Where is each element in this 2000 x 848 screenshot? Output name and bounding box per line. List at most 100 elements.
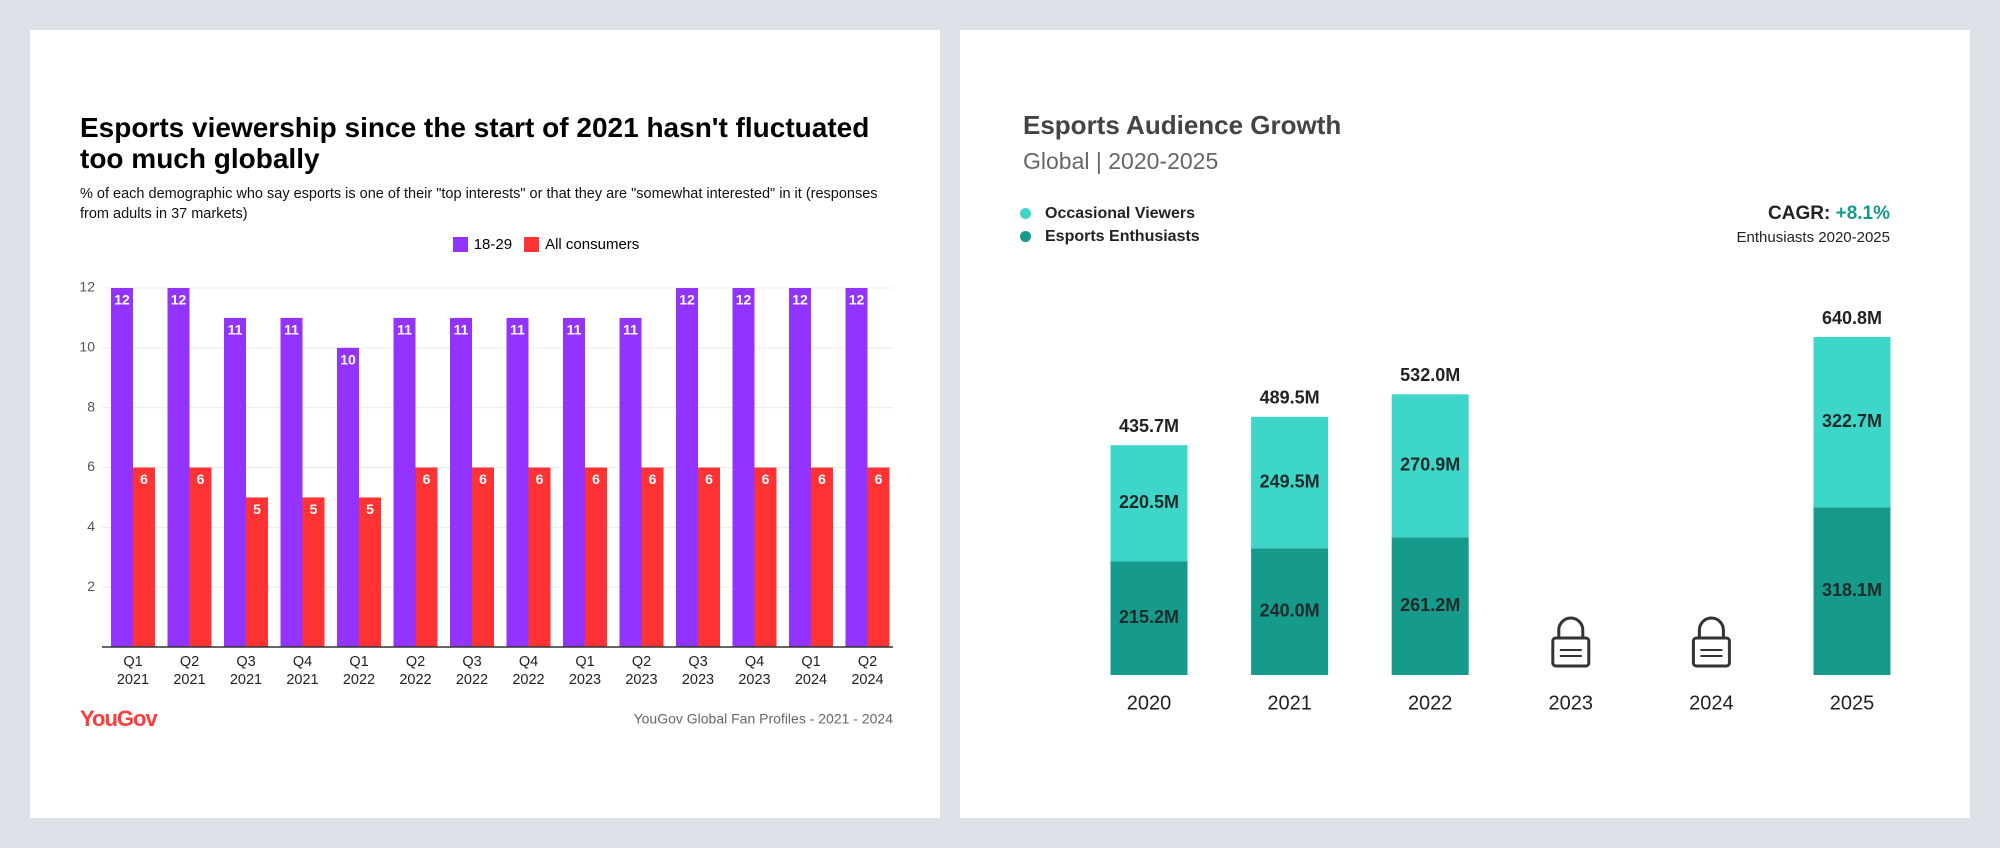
- chart-subtitle: Global | 2020-2025: [1023, 148, 1219, 174]
- data-label: 318.1M: [1822, 580, 1882, 600]
- legend-dot: [1020, 208, 1031, 219]
- bar: [506, 317, 529, 647]
- data-label: 6: [875, 471, 883, 487]
- bar: [415, 467, 438, 647]
- x-tick-label-box: Q3 2022: [455, 654, 489, 688]
- legend-swatch: [524, 237, 540, 252]
- data-label: 249.5M: [1260, 471, 1320, 491]
- total-label: 532.0M: [1400, 365, 1460, 385]
- data-label: 12: [679, 292, 695, 308]
- lock-pattern: [1559, 649, 1582, 657]
- data-label: 6: [536, 471, 544, 487]
- total-label: 435.7M: [1119, 416, 1179, 436]
- data-label: 12: [114, 292, 130, 308]
- x-tick-label-box: Q3 2021: [229, 654, 263, 688]
- x-tick-label: 2021: [1267, 692, 1312, 714]
- data-label: 5: [310, 501, 318, 517]
- x-tick-label-box: Q2 2022: [399, 654, 432, 688]
- y-tick-label: 12: [79, 279, 95, 295]
- x-tick-label: Q2 2023: [625, 654, 658, 688]
- data-label: 6: [705, 471, 713, 487]
- bar: [845, 288, 868, 647]
- data-label: 6: [762, 471, 770, 487]
- bar: [189, 467, 212, 647]
- x-tick-label: Q3 2021: [229, 654, 263, 688]
- bar-segment: [1110, 445, 1188, 562]
- bar: [641, 467, 664, 647]
- x-tick-label: Q1 2021: [116, 654, 150, 688]
- data-label: 12: [792, 292, 808, 308]
- lock-pattern: [1700, 649, 1723, 657]
- x-tick-label-box: Q2 2021: [173, 654, 206, 688]
- legend-swatch: [452, 237, 468, 252]
- y-tick-label: 4: [87, 518, 95, 534]
- x-tick-label-box: Q4 2022: [512, 654, 545, 688]
- x-tick-label: Q2 2021: [173, 654, 206, 688]
- bar: [393, 317, 416, 647]
- chart-subtitle: % of each demographic who say esports is…: [80, 186, 878, 222]
- x-tick-label: Q2 2022: [399, 654, 432, 688]
- x-tick-label: 2023: [1549, 692, 1594, 714]
- data-label: 220.5M: [1119, 492, 1179, 512]
- legend-dot: [1020, 231, 1031, 242]
- bar: [111, 288, 133, 647]
- legend: 18-29 All consumers: [0, 236, 1080, 253]
- bar-segment: [1110, 561, 1188, 675]
- bar: [563, 317, 585, 647]
- bar: [302, 497, 325, 647]
- y-tick-label: 10: [79, 339, 95, 355]
- x-tick-label: Q3 2022: [455, 654, 489, 688]
- data-label: 6: [818, 471, 826, 487]
- lock-body: [1691, 636, 1731, 668]
- bar: [754, 467, 777, 647]
- x-tick-label-box: Q1 2022: [343, 654, 375, 688]
- data-label: 12: [849, 292, 865, 308]
- cagr-label: CAGR:: [1768, 203, 1831, 224]
- legend: Occasional Viewers Esports Enthusiasts: [1020, 202, 1200, 248]
- bar: [472, 467, 494, 647]
- lock-icon: [1691, 616, 1731, 668]
- bar: [732, 288, 755, 647]
- data-label: 12: [736, 292, 752, 308]
- data-label: 6: [649, 471, 657, 487]
- x-tick-label: 2022: [1408, 692, 1453, 714]
- bar-segment: [1251, 416, 1329, 549]
- x-tick-label-box: Q4 2023: [738, 654, 771, 688]
- x-tick-label: Q2 2024: [851, 654, 884, 688]
- x-tick-label-box: Q2 2024: [851, 654, 884, 688]
- data-label: 270.9M: [1400, 455, 1460, 475]
- bar-segment: [1813, 337, 1891, 508]
- data-label: 6: [140, 471, 148, 487]
- x-tick-label: Q4 2022: [512, 654, 545, 688]
- x-tick-label-box: Q2 2023: [625, 654, 658, 688]
- bar: [450, 317, 472, 647]
- data-label: 11: [454, 322, 469, 338]
- y-tick-label: 2: [87, 578, 95, 594]
- x-tick-label: Q4 2021: [286, 654, 319, 688]
- bar: [676, 288, 698, 647]
- data-label: 322.7M: [1822, 411, 1882, 431]
- bar-segment: [1251, 548, 1329, 675]
- legend-item: Occasional Viewers: [1020, 202, 1200, 225]
- bar: [246, 497, 268, 647]
- y-tick-label: 8: [87, 398, 95, 414]
- data-label: 11: [567, 322, 582, 338]
- data-label: 215.2M: [1119, 607, 1179, 627]
- x-tick-label: Q4 2023: [738, 654, 771, 688]
- legend-label: 18-29: [473, 236, 513, 253]
- legend-label: All consumers: [545, 236, 640, 253]
- x-tick-label: 2020: [1127, 692, 1172, 714]
- x-tick-label-box: Q3 2023: [682, 654, 714, 688]
- lock-shackle: [1697, 616, 1725, 638]
- data-label: 5: [366, 501, 374, 517]
- lock-icon: [1551, 616, 1591, 668]
- total-label: 640.8M: [1822, 308, 1882, 328]
- data-label: 6: [423, 471, 431, 487]
- bar: [280, 317, 303, 647]
- bar-segment: [1391, 537, 1469, 675]
- bar: [359, 497, 381, 647]
- lock-body: [1551, 636, 1591, 668]
- total-label: 489.5M: [1260, 388, 1320, 408]
- x-tick-label-box: Q1 2024: [795, 654, 827, 688]
- data-label: 11: [284, 322, 299, 338]
